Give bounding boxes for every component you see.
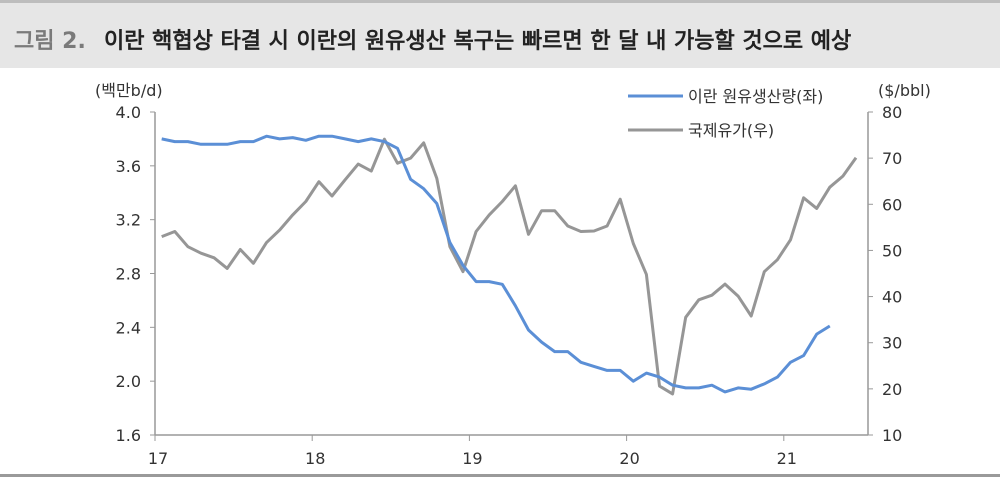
y-left-label: (백만b/d): [95, 81, 163, 100]
series-line-oil-price: [161, 137, 858, 396]
bottom-rule: [0, 474, 1000, 477]
y-right-tick-label: 80: [882, 103, 902, 122]
y-right-tick-label: 30: [882, 334, 902, 353]
y-right-tick-label: 60: [882, 195, 902, 214]
x-tick-label: 20: [619, 449, 639, 468]
y-right-tick-label: 50: [882, 241, 902, 260]
y-left-tick-label: 2.8: [116, 265, 141, 284]
figure-title: 이란 핵협상 타결 시 이란의 원유생산 복구는 빠르면 한 달 내 가능할 것…: [104, 29, 852, 54]
y-right-label: ($/bbl): [878, 81, 931, 100]
y-left-tick-label: 1.6: [116, 426, 141, 445]
x-tick-label: 17: [148, 449, 168, 468]
x-tick-label: 21: [777, 449, 797, 468]
legend-label: 이란 원유생산량(좌): [688, 87, 823, 106]
series-line-iran-production: [161, 134, 831, 394]
y-left-tick-label: 4.0: [116, 103, 141, 122]
x-tick-label: 19: [462, 449, 482, 468]
y-right-tick-label: 70: [882, 149, 902, 168]
y-left-tick-label: 2.0: [116, 372, 141, 391]
y-right-tick-label: 10: [882, 426, 902, 445]
y-left-tick-label: 2.4: [116, 318, 141, 337]
y-right-tick-label: 40: [882, 288, 902, 307]
y-right-tick-label: 20: [882, 380, 902, 399]
y-left-tick-label: 3.2: [116, 211, 141, 230]
figure-label: 그림 2.: [14, 29, 86, 54]
title-bar: 그림 2. 이란 핵협상 타결 시 이란의 원유생산 복구는 빠르면 한 달 내…: [0, 0, 1000, 68]
x-tick-label: 18: [305, 449, 325, 468]
legend-label: 국제유가(우): [688, 121, 774, 140]
y-left-tick-label: 3.6: [116, 157, 141, 176]
